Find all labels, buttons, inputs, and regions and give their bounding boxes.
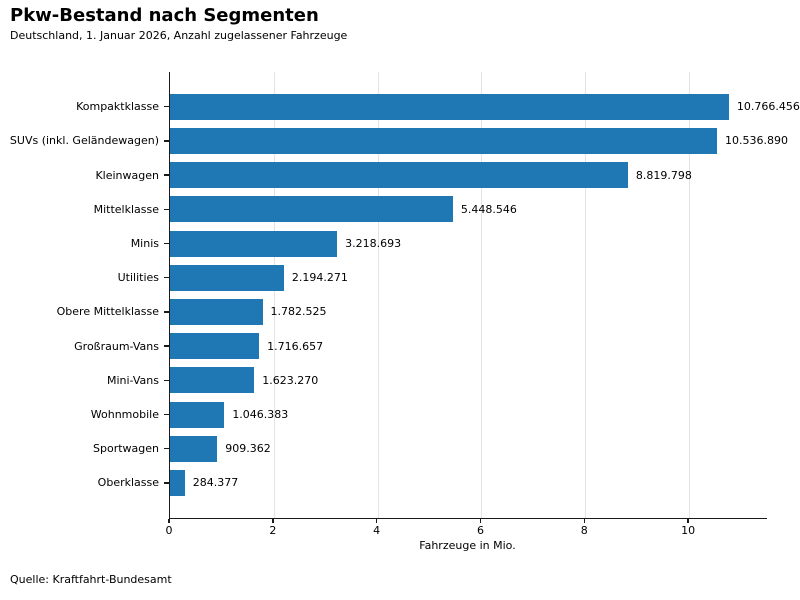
bar [170, 127, 717, 154]
bar-value-label: 909.362 [225, 442, 271, 456]
bar [170, 93, 729, 120]
category-label: Sportwagen [93, 442, 159, 456]
gridline [689, 72, 691, 518]
x-axis-tick [272, 519, 274, 524]
bar-value-label: 2.194.271 [291, 271, 348, 285]
category-label: Minis [130, 237, 159, 250]
y-axis-tick [164, 174, 169, 176]
x-axis-tick-label: 0 [165, 524, 173, 537]
bar [170, 469, 185, 496]
x-axis-title: Fahrzeuge in Mio. [419, 539, 516, 552]
x-axis-tick [375, 519, 378, 524]
category-label: Kompaktklasse [76, 100, 159, 114]
x-axis-tick-label: 8 [580, 524, 588, 537]
category-label: Obere Mittelklasse [56, 305, 159, 319]
gridline [273, 72, 275, 518]
category-label: Oberklasse [97, 476, 159, 490]
bar [170, 162, 628, 189]
bar [170, 367, 255, 394]
gridline [585, 72, 587, 518]
bar [170, 298, 263, 325]
bar [170, 333, 260, 360]
x-axis-tick-label: 4 [373, 524, 381, 537]
bar [170, 264, 284, 291]
category-label: Mini-Vans [106, 373, 159, 387]
gridline [481, 72, 483, 518]
x-axis-tick [687, 519, 689, 524]
bar-value-label: 1.623.270 [262, 373, 319, 387]
y-axis-tick [164, 379, 169, 381]
category-label: SUVs (inkl. Geländewagen) [9, 134, 159, 148]
bar [170, 196, 453, 223]
y-axis-tick [164, 345, 169, 347]
y-axis-tick [164, 311, 169, 313]
x-axis-tick [583, 519, 585, 524]
bar-value-label: 5.448.546 [460, 202, 517, 216]
category-label: Wohnmobile [90, 408, 159, 421]
gridline [377, 72, 379, 518]
category-label: Mittelklasse [93, 202, 159, 216]
bar-value-label: 8.819.798 [635, 168, 692, 182]
chart-title: Pkw-Bestand nach Segmenten [10, 5, 319, 26]
bar [170, 401, 225, 428]
x-axis-tick [168, 519, 170, 524]
y-axis-tick [164, 140, 169, 142]
category-label: Kleinwagen [95, 168, 159, 182]
x-axis-tick-label: 2 [269, 524, 277, 537]
y-axis-tick [164, 208, 169, 210]
x-axis-tick-label: 6 [476, 524, 484, 537]
plot-area: 10.766.456 10.536.890 8.819.798 5.448.546 3.… [169, 72, 800, 519]
bar-value-label: 10.536.890 [725, 134, 788, 148]
bar [170, 435, 218, 462]
source-note: Quelle: Kraftfahrt-Bundesamt [10, 573, 172, 586]
y-axis-tick [164, 482, 169, 484]
y-axis-tick [164, 106, 169, 108]
y-axis-tick [164, 413, 169, 416]
bar-value-label: 1.046.383 [232, 408, 289, 421]
bar-value-label: 3.218.693 [345, 237, 402, 250]
bar [170, 230, 338, 257]
bar-value-label: 10.766.456 [736, 100, 800, 114]
chart-subtitle: Deutschland, 1. Januar 2026, Anzahl zuge… [10, 29, 348, 42]
bar-value-label: 284.377 [192, 476, 239, 490]
x-axis-tick [479, 519, 482, 524]
category-label: Utilities [117, 271, 159, 285]
x-axis-tick-label: 10 [681, 524, 696, 537]
bar-value-label: 1.716.657 [267, 339, 324, 353]
y-axis-tick [164, 277, 169, 279]
y-axis-tick [164, 242, 169, 245]
y-axis-tick [164, 448, 169, 450]
category-label: Großraum-Vans [74, 339, 159, 353]
bar-value-label: 1.782.525 [270, 305, 327, 319]
